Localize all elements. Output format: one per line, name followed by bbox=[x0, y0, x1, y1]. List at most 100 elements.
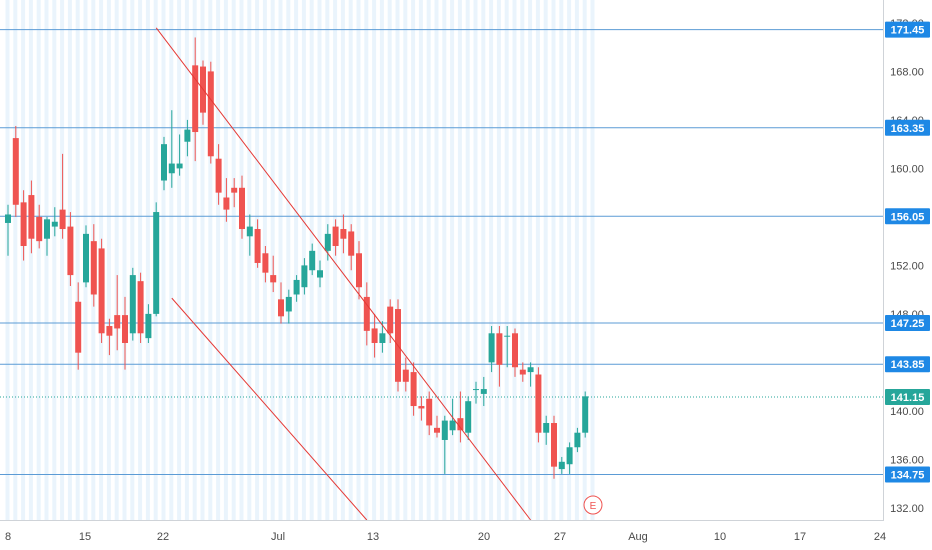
candle[interactable] bbox=[519, 362, 526, 382]
candle[interactable] bbox=[543, 415, 550, 445]
candle[interactable] bbox=[28, 180, 35, 254]
candle[interactable] bbox=[363, 282, 370, 346]
candle[interactable] bbox=[207, 61, 214, 164]
event-marker-circle[interactable] bbox=[583, 495, 603, 515]
y-tick-label: 140.00 bbox=[890, 406, 924, 418]
candle-body bbox=[161, 144, 167, 181]
candle[interactable] bbox=[496, 326, 503, 387]
candle[interactable] bbox=[402, 357, 409, 392]
candle[interactable] bbox=[480, 376, 487, 407]
candle[interactable] bbox=[340, 214, 347, 254]
candle[interactable] bbox=[246, 214, 253, 256]
candle[interactable] bbox=[98, 238, 105, 343]
candle[interactable] bbox=[488, 326, 495, 373]
trend-line[interactable] bbox=[155, 27, 531, 521]
grid-stripe bbox=[169, 0, 174, 520]
candle[interactable] bbox=[465, 396, 472, 440]
x-tick-label: 8 bbox=[5, 531, 11, 543]
candle[interactable] bbox=[153, 202, 160, 317]
candle[interactable] bbox=[5, 204, 11, 256]
grid-stripe bbox=[434, 0, 439, 520]
grid-stripe bbox=[200, 0, 205, 520]
candle[interactable] bbox=[410, 362, 417, 416]
candle-body bbox=[519, 369, 526, 375]
candle[interactable] bbox=[566, 442, 573, 474]
candle-body bbox=[293, 279, 300, 295]
candle[interactable] bbox=[582, 391, 589, 438]
candle[interactable] bbox=[278, 282, 284, 324]
candle[interactable] bbox=[20, 190, 27, 261]
candle[interactable] bbox=[285, 289, 292, 324]
candle[interactable] bbox=[90, 224, 97, 307]
y-tick-label: 168.00 bbox=[890, 66, 924, 78]
candle[interactable] bbox=[176, 134, 183, 176]
candle[interactable] bbox=[418, 396, 425, 421]
candle[interactable] bbox=[348, 224, 355, 271]
candle[interactable] bbox=[473, 381, 479, 404]
candle[interactable] bbox=[504, 326, 511, 368]
grid-stripe bbox=[465, 0, 470, 520]
candle-body bbox=[582, 396, 589, 433]
candle[interactable] bbox=[457, 391, 464, 443]
candle-body bbox=[317, 270, 323, 278]
grid-stripe bbox=[52, 0, 57, 520]
candle[interactable] bbox=[145, 304, 152, 343]
candle[interactable] bbox=[356, 241, 362, 300]
candle[interactable] bbox=[324, 224, 331, 261]
candle[interactable] bbox=[184, 119, 191, 157]
candle[interactable] bbox=[535, 367, 542, 443]
candle[interactable] bbox=[239, 175, 245, 239]
y-tick-label: 136.00 bbox=[890, 454, 924, 466]
candle[interactable] bbox=[114, 275, 121, 351]
candle[interactable] bbox=[426, 391, 433, 436]
grid-stripe bbox=[528, 0, 533, 520]
candle[interactable] bbox=[59, 153, 66, 239]
candle-body bbox=[488, 333, 495, 363]
candle[interactable] bbox=[512, 328, 518, 377]
candle[interactable] bbox=[441, 415, 448, 474]
candle-body bbox=[20, 202, 27, 246]
candle[interactable] bbox=[301, 258, 308, 295]
candle[interactable] bbox=[161, 136, 167, 191]
candle[interactable] bbox=[293, 275, 300, 302]
candle[interactable] bbox=[332, 219, 339, 256]
time-axis[interactable]: 8 15 22 Jul 13 20 27 Aug 10 17 24 bbox=[5, 531, 886, 543]
candle[interactable] bbox=[168, 110, 175, 188]
candle[interactable] bbox=[67, 212, 74, 287]
candle[interactable] bbox=[551, 415, 557, 479]
event-marker[interactable]: E bbox=[583, 495, 603, 515]
candle[interactable] bbox=[192, 37, 199, 162]
candle[interactable] bbox=[129, 267, 136, 341]
candle[interactable] bbox=[83, 225, 89, 288]
candle[interactable] bbox=[223, 178, 230, 222]
price-axis-background[interactable] bbox=[884, 0, 932, 550]
candle[interactable] bbox=[574, 427, 581, 453]
candle[interactable] bbox=[527, 362, 534, 387]
candle[interactable] bbox=[12, 125, 19, 217]
candle[interactable] bbox=[51, 207, 58, 237]
price-tag-label: 143.85 bbox=[891, 359, 925, 371]
candle[interactable] bbox=[106, 318, 113, 356]
candle[interactable] bbox=[137, 272, 144, 343]
candle-body bbox=[5, 214, 11, 223]
candle[interactable] bbox=[36, 204, 43, 249]
candle[interactable] bbox=[309, 243, 316, 276]
grid-stripe bbox=[379, 0, 384, 520]
candle[interactable] bbox=[270, 255, 277, 293]
candle[interactable] bbox=[122, 296, 128, 370]
candle[interactable] bbox=[434, 415, 440, 438]
candle[interactable] bbox=[215, 144, 222, 205]
candle[interactable] bbox=[317, 260, 323, 288]
candle[interactable] bbox=[44, 216, 50, 256]
candle[interactable] bbox=[262, 245, 269, 283]
candle[interactable] bbox=[231, 178, 238, 208]
candle-body bbox=[356, 253, 362, 288]
candle[interactable] bbox=[75, 282, 82, 370]
candle[interactable] bbox=[379, 321, 386, 353]
trend-line[interactable] bbox=[171, 297, 368, 521]
candle[interactable] bbox=[254, 219, 261, 268]
x-tick-label: 22 bbox=[157, 531, 169, 543]
candle[interactable] bbox=[558, 456, 565, 474]
trend-lines[interactable] bbox=[155, 27, 531, 521]
candle[interactable] bbox=[371, 313, 378, 358]
